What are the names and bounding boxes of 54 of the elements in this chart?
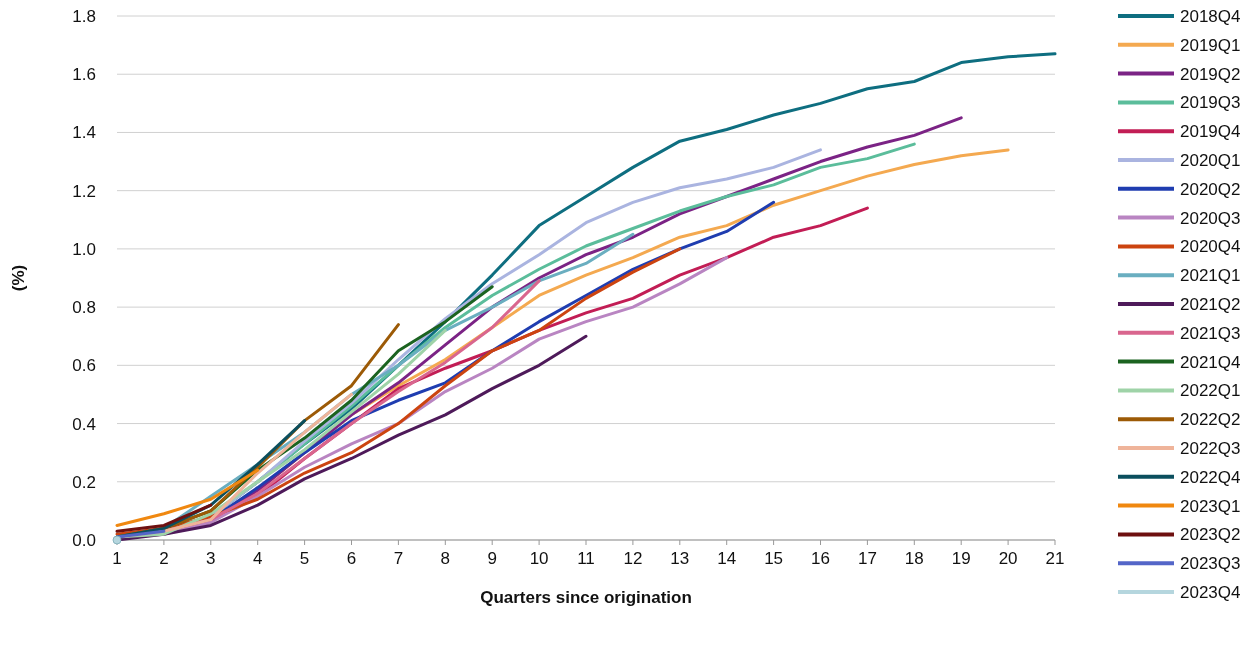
- x-tick-label: 5: [299, 549, 310, 568]
- x-tick-label: 18: [904, 549, 924, 568]
- y-tick-label: 0.4: [72, 414, 96, 434]
- x-tick-label: 20: [998, 549, 1018, 568]
- legend-label: 2019Q3: [1180, 93, 1241, 113]
- x-tick-label: 4: [252, 549, 263, 568]
- legend-label: 2020Q4: [1180, 237, 1241, 257]
- x-tick-label: 13: [670, 549, 690, 568]
- x-tick-label: 3: [206, 549, 216, 568]
- x-tick-label: 2: [159, 549, 169, 568]
- legend-label: 2020Q2: [1180, 179, 1241, 199]
- x-tick-label: 14: [717, 549, 737, 568]
- y-tick-label: 1.6: [72, 65, 96, 85]
- y-tick-label: 0.8: [72, 298, 96, 318]
- x-tick-label: 12: [623, 549, 643, 568]
- legend-label: 2023Q2: [1180, 525, 1241, 545]
- y-axis-title: (%): [9, 264, 28, 292]
- legend-label: 2023Q4: [1180, 583, 1241, 602]
- x-tick-label: 15: [764, 549, 784, 568]
- y-tick-label: 1.8: [72, 7, 96, 26]
- legend-label: 2023Q3: [1180, 554, 1241, 574]
- x-tick-label: 7: [393, 549, 404, 568]
- x-tick-label: 1: [112, 549, 122, 568]
- x-tick-label: 17: [857, 549, 877, 568]
- x-tick-label: 8: [440, 549, 451, 568]
- y-tick-label: 1.2: [72, 181, 96, 201]
- x-tick-label: 6: [346, 549, 357, 568]
- legend-label: 2019Q2: [1180, 64, 1241, 84]
- y-tick-label: 1.4: [72, 123, 96, 143]
- legend-label: 2020Q1: [1180, 151, 1241, 170]
- legend-label: 2019Q4: [1180, 122, 1241, 142]
- x-tick-label: 9: [487, 549, 497, 568]
- legend-label: 2022Q4: [1180, 467, 1241, 487]
- y-tick-label: 0.2: [72, 472, 96, 492]
- y-tick-label: 0.0: [72, 531, 96, 550]
- legend-label: 2021Q1: [1180, 266, 1241, 286]
- y-tick-label: 0.6: [72, 356, 96, 376]
- legend-label: 2022Q1: [1180, 381, 1241, 401]
- legend-label: 2018Q4: [1180, 7, 1241, 26]
- legend-label: 2019Q1: [1180, 35, 1241, 55]
- legend-label: 2022Q2: [1180, 410, 1241, 430]
- legend-label: 2021Q4: [1180, 352, 1241, 372]
- legend-label: 2021Q3: [1180, 323, 1241, 343]
- legend-label: 2023Q1: [1180, 496, 1241, 516]
- legend-label: 2021Q2: [1180, 295, 1241, 314]
- x-tick-label: 10: [529, 549, 549, 568]
- x-tick-label: 11: [577, 549, 595, 568]
- legend-label: 2022Q3: [1180, 439, 1241, 458]
- x-tick-label: 16: [811, 549, 830, 568]
- legend-label: 2020Q3: [1180, 208, 1241, 228]
- y-tick-label: 1.0: [72, 239, 96, 259]
- x-tick-label: 19: [951, 549, 971, 568]
- x-tick-label: 21: [1045, 549, 1065, 568]
- x-axis-title: Quarters since origination: [480, 588, 692, 607]
